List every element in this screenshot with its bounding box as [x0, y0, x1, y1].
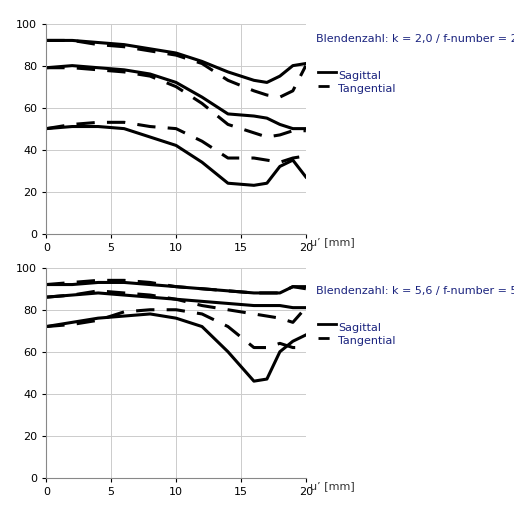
- Text: Tangential: Tangential: [338, 84, 396, 94]
- Text: u’ [mm]: u’ [mm]: [310, 481, 355, 491]
- Text: Sagittal: Sagittal: [338, 71, 381, 81]
- Text: Blendenzahl: k = 5,6 / f-number = 5.6: Blendenzahl: k = 5,6 / f-number = 5.6: [316, 286, 514, 296]
- Text: u’ [mm]: u’ [mm]: [310, 237, 355, 247]
- Text: Sagittal: Sagittal: [338, 323, 381, 333]
- Text: Blendenzahl: k = 2,0 / f-number = 2.0: Blendenzahl: k = 2,0 / f-number = 2.0: [316, 34, 514, 44]
- Text: Tangential: Tangential: [338, 336, 396, 346]
